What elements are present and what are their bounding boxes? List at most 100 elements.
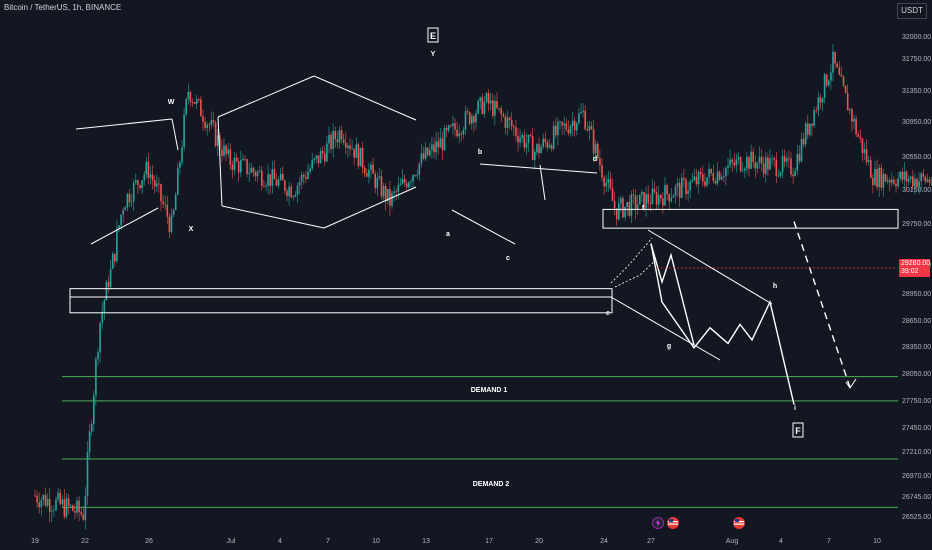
candle-body	[651, 188, 654, 205]
candle-body	[137, 180, 139, 185]
candle-body	[855, 118, 857, 135]
candle-body	[151, 174, 154, 181]
us-flag-icon[interactable]	[733, 517, 745, 529]
candle-body	[773, 158, 775, 160]
wave-label: c	[506, 255, 510, 262]
candle-body	[525, 143, 528, 148]
candle-body	[716, 171, 719, 184]
time-axis-label: 7	[827, 538, 831, 545]
candle-body	[177, 167, 179, 196]
trend-line	[323, 186, 417, 229]
candle-body	[735, 159, 738, 166]
candle-body	[712, 173, 715, 181]
candle-body	[422, 153, 425, 159]
candle-body	[695, 176, 698, 185]
candle-body	[739, 157, 742, 171]
trend-line	[647, 229, 773, 305]
candle-body	[471, 116, 473, 124]
wave-label: f	[642, 205, 645, 212]
candle-body	[813, 110, 815, 126]
time-axis-label: 24	[600, 538, 608, 545]
candle-body	[706, 177, 708, 186]
candle-body	[254, 172, 257, 177]
candle-body	[416, 174, 418, 176]
candle-body	[38, 502, 40, 508]
price-axis-label: 28950.00	[902, 291, 931, 298]
price-axis-label: 31350.00	[902, 88, 931, 95]
candle-body	[340, 130, 343, 140]
arrow-head	[845, 378, 857, 389]
candle-body	[347, 145, 349, 148]
wave-label-boxed: E	[427, 27, 439, 43]
candle-body	[580, 111, 582, 114]
trend-line	[171, 118, 179, 151]
candle-body	[195, 99, 198, 104]
candle-body	[891, 179, 893, 183]
candle-body	[693, 176, 696, 181]
candle-body	[815, 110, 817, 112]
candle-body	[65, 498, 68, 517]
wave-label: W	[168, 99, 175, 106]
us-flag-icon[interactable]	[667, 517, 679, 529]
candle-body	[63, 499, 66, 517]
candle-body	[527, 134, 530, 144]
candle-body	[216, 135, 219, 146]
candle-body	[391, 193, 393, 206]
candle-body	[431, 144, 433, 150]
candle-body	[544, 138, 547, 143]
candle-body	[40, 500, 43, 508]
wave-label-boxed: F	[792, 422, 804, 438]
candle-body	[412, 175, 414, 182]
candle-body	[899, 171, 901, 179]
candle-body	[395, 191, 397, 193]
candle-body	[886, 180, 889, 182]
candle-body	[498, 108, 500, 109]
candle-body	[357, 144, 360, 167]
candle-body	[170, 215, 173, 233]
candle-body	[630, 194, 633, 216]
candle-body	[895, 183, 897, 187]
candle-body	[124, 207, 127, 211]
candle-body	[737, 157, 740, 160]
candle-body	[78, 500, 80, 513]
candle-body	[870, 160, 872, 178]
candle-body	[317, 155, 320, 164]
candle-body	[292, 196, 295, 198]
candle-body	[506, 117, 509, 128]
candle-body	[851, 109, 853, 122]
candle-body	[204, 121, 206, 128]
candle-body	[107, 281, 110, 288]
candle-body	[242, 158, 244, 161]
candle-body	[731, 159, 733, 163]
price-axis-label: 28650.00	[902, 318, 931, 325]
lightning-icon[interactable]	[652, 517, 664, 529]
trend-line	[539, 164, 546, 201]
candle-body	[42, 494, 45, 501]
candle-body	[670, 197, 673, 202]
candle-body	[51, 510, 53, 512]
candle-body	[647, 194, 649, 203]
price-box	[602, 208, 899, 229]
price-axis-label: 32000.00	[902, 34, 931, 41]
candle-body	[704, 181, 706, 186]
candle-body	[418, 163, 421, 175]
candle-body	[567, 129, 570, 134]
candle-body	[916, 178, 918, 188]
candle-body	[811, 123, 813, 126]
trend-line	[221, 205, 325, 229]
candle-body	[710, 168, 712, 174]
candle-body	[44, 494, 47, 506]
candle-body	[221, 149, 223, 156]
candle-body	[634, 195, 637, 210]
candle-body	[569, 126, 572, 134]
candle-body	[599, 158, 601, 166]
candle-body	[139, 184, 141, 189]
candle-body	[561, 121, 563, 126]
candle-body	[69, 505, 72, 507]
candle-body	[307, 171, 309, 179]
candle-body	[790, 158, 792, 175]
currency-button[interactable]: USDT	[897, 3, 927, 19]
candle-body	[214, 122, 217, 146]
candle-body	[922, 173, 925, 177]
